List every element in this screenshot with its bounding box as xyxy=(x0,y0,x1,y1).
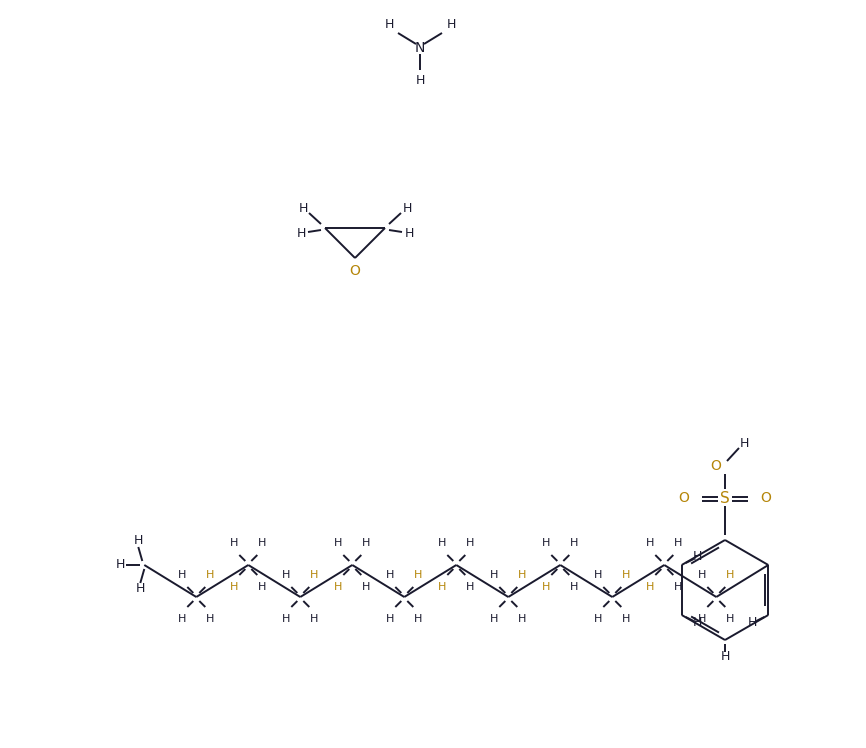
Text: H: H xyxy=(334,538,342,548)
Text: H: H xyxy=(258,582,267,592)
Text: H: H xyxy=(490,614,499,624)
Text: H: H xyxy=(178,614,186,624)
Text: H: H xyxy=(622,570,630,580)
Text: H: H xyxy=(466,582,475,592)
Text: O: O xyxy=(711,459,721,473)
Text: H: H xyxy=(693,551,702,563)
Text: H: H xyxy=(570,582,578,592)
Text: H: H xyxy=(403,201,411,215)
Text: H: H xyxy=(674,538,682,548)
Text: H: H xyxy=(747,616,757,630)
Text: H: H xyxy=(362,582,371,592)
Text: H: H xyxy=(116,559,125,571)
Text: H: H xyxy=(385,17,394,31)
Text: H: H xyxy=(542,582,551,592)
Text: H: H xyxy=(386,614,395,624)
Text: H: H xyxy=(646,538,655,548)
Text: H: H xyxy=(721,649,730,663)
Text: H: H xyxy=(362,538,371,548)
Text: H: H xyxy=(282,570,290,580)
Text: H: H xyxy=(622,614,630,624)
Text: H: H xyxy=(282,614,290,624)
Text: H: H xyxy=(310,570,319,580)
Text: H: H xyxy=(136,583,145,595)
Text: H: H xyxy=(438,582,447,592)
Text: H: H xyxy=(594,614,603,624)
Text: H: H xyxy=(466,538,475,548)
Text: H: H xyxy=(518,614,527,624)
Text: H: H xyxy=(698,614,707,624)
Text: H: H xyxy=(646,582,655,592)
Text: N: N xyxy=(415,41,425,55)
Text: H: H xyxy=(310,614,319,624)
Text: H: H xyxy=(490,570,499,580)
Text: H: H xyxy=(740,437,749,450)
Text: O: O xyxy=(350,264,360,278)
Text: H: H xyxy=(674,582,682,592)
Text: H: H xyxy=(594,570,603,580)
Text: O: O xyxy=(760,491,772,505)
Text: H: H xyxy=(206,614,215,624)
Text: S: S xyxy=(721,491,730,506)
Text: H: H xyxy=(230,538,238,548)
Text: H: H xyxy=(570,538,578,548)
Text: H: H xyxy=(414,570,423,580)
Text: H: H xyxy=(258,538,267,548)
Text: H: H xyxy=(698,570,707,580)
Text: O: O xyxy=(679,491,689,505)
Text: H: H xyxy=(296,227,306,239)
Text: H: H xyxy=(446,17,456,31)
Text: H: H xyxy=(726,570,734,580)
Text: H: H xyxy=(178,570,186,580)
Text: H: H xyxy=(518,570,527,580)
Text: H: H xyxy=(438,538,447,548)
Text: H: H xyxy=(206,570,215,580)
Text: H: H xyxy=(414,614,423,624)
Text: H: H xyxy=(416,73,424,87)
Text: H: H xyxy=(542,538,551,548)
Text: H: H xyxy=(726,614,734,624)
Text: H: H xyxy=(298,201,307,215)
Text: H: H xyxy=(404,227,414,239)
Text: H: H xyxy=(133,535,143,548)
Text: H: H xyxy=(386,570,395,580)
Text: H: H xyxy=(230,582,238,592)
Text: H: H xyxy=(334,582,342,592)
Text: H: H xyxy=(693,616,702,630)
